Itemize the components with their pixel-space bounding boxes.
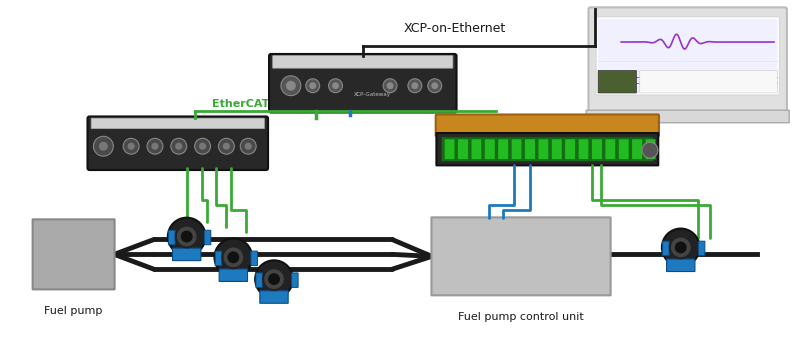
FancyBboxPatch shape xyxy=(458,139,468,159)
FancyBboxPatch shape xyxy=(618,139,629,159)
FancyBboxPatch shape xyxy=(698,241,705,256)
Text: XCP-on-Ethernet: XCP-on-Ethernet xyxy=(403,22,506,35)
FancyBboxPatch shape xyxy=(215,251,222,266)
FancyBboxPatch shape xyxy=(442,137,654,161)
Ellipse shape xyxy=(263,268,285,290)
Circle shape xyxy=(286,81,296,91)
Circle shape xyxy=(171,138,186,154)
FancyBboxPatch shape xyxy=(598,71,637,93)
FancyBboxPatch shape xyxy=(511,139,522,159)
FancyBboxPatch shape xyxy=(578,139,589,159)
FancyBboxPatch shape xyxy=(291,273,298,287)
FancyBboxPatch shape xyxy=(33,219,114,289)
Circle shape xyxy=(218,138,234,154)
FancyBboxPatch shape xyxy=(87,117,268,170)
Circle shape xyxy=(306,79,320,93)
FancyBboxPatch shape xyxy=(525,139,535,159)
Ellipse shape xyxy=(670,237,692,258)
FancyBboxPatch shape xyxy=(169,230,175,245)
FancyBboxPatch shape xyxy=(436,114,659,136)
FancyBboxPatch shape xyxy=(485,139,495,159)
Circle shape xyxy=(281,76,301,96)
FancyBboxPatch shape xyxy=(605,139,615,159)
FancyBboxPatch shape xyxy=(596,17,779,95)
Circle shape xyxy=(428,79,442,93)
FancyBboxPatch shape xyxy=(444,139,455,159)
FancyBboxPatch shape xyxy=(256,273,262,287)
Circle shape xyxy=(642,142,658,158)
FancyBboxPatch shape xyxy=(219,269,247,281)
FancyBboxPatch shape xyxy=(632,139,642,159)
Circle shape xyxy=(147,138,163,154)
FancyBboxPatch shape xyxy=(565,139,575,159)
FancyBboxPatch shape xyxy=(551,139,562,159)
FancyBboxPatch shape xyxy=(91,118,264,129)
FancyBboxPatch shape xyxy=(662,241,669,256)
FancyBboxPatch shape xyxy=(498,139,509,159)
Circle shape xyxy=(175,143,182,150)
FancyBboxPatch shape xyxy=(471,139,482,159)
FancyBboxPatch shape xyxy=(646,139,656,159)
Circle shape xyxy=(411,82,418,89)
Ellipse shape xyxy=(222,246,244,268)
Text: Fuel pump control unit: Fuel pump control unit xyxy=(458,312,584,322)
Ellipse shape xyxy=(227,251,239,263)
Ellipse shape xyxy=(176,226,198,247)
FancyBboxPatch shape xyxy=(173,248,201,261)
Circle shape xyxy=(386,82,394,89)
Circle shape xyxy=(223,143,230,150)
Ellipse shape xyxy=(255,260,293,298)
Ellipse shape xyxy=(268,273,280,285)
Circle shape xyxy=(408,79,422,93)
FancyBboxPatch shape xyxy=(589,7,787,114)
Circle shape xyxy=(332,82,339,89)
Ellipse shape xyxy=(181,231,193,243)
Circle shape xyxy=(245,143,252,150)
Circle shape xyxy=(99,142,108,151)
Circle shape xyxy=(199,143,206,150)
Circle shape xyxy=(151,143,158,150)
FancyBboxPatch shape xyxy=(666,259,695,272)
Ellipse shape xyxy=(675,241,686,253)
Text: CAN: CAN xyxy=(330,99,357,108)
FancyBboxPatch shape xyxy=(598,19,778,93)
Ellipse shape xyxy=(662,229,700,266)
Ellipse shape xyxy=(214,238,252,276)
Circle shape xyxy=(383,79,397,93)
FancyBboxPatch shape xyxy=(640,71,778,93)
FancyBboxPatch shape xyxy=(538,139,549,159)
Circle shape xyxy=(431,82,438,89)
FancyBboxPatch shape xyxy=(437,133,658,166)
Circle shape xyxy=(127,143,134,150)
Circle shape xyxy=(240,138,256,154)
FancyBboxPatch shape xyxy=(260,291,288,303)
Circle shape xyxy=(123,138,139,154)
Circle shape xyxy=(310,82,316,89)
Circle shape xyxy=(329,79,342,93)
FancyBboxPatch shape xyxy=(592,139,602,159)
FancyBboxPatch shape xyxy=(586,110,789,123)
FancyBboxPatch shape xyxy=(431,217,610,295)
Circle shape xyxy=(194,138,210,154)
FancyBboxPatch shape xyxy=(269,54,457,112)
FancyBboxPatch shape xyxy=(204,230,211,245)
Ellipse shape xyxy=(168,218,206,256)
FancyBboxPatch shape xyxy=(251,251,258,266)
Circle shape xyxy=(94,136,114,156)
Text: EtherCAT®: EtherCAT® xyxy=(211,99,280,108)
Text: XCP-Gateway: XCP-Gateway xyxy=(354,92,390,97)
FancyBboxPatch shape xyxy=(273,56,453,68)
Text: Fuel pump: Fuel pump xyxy=(45,306,102,316)
